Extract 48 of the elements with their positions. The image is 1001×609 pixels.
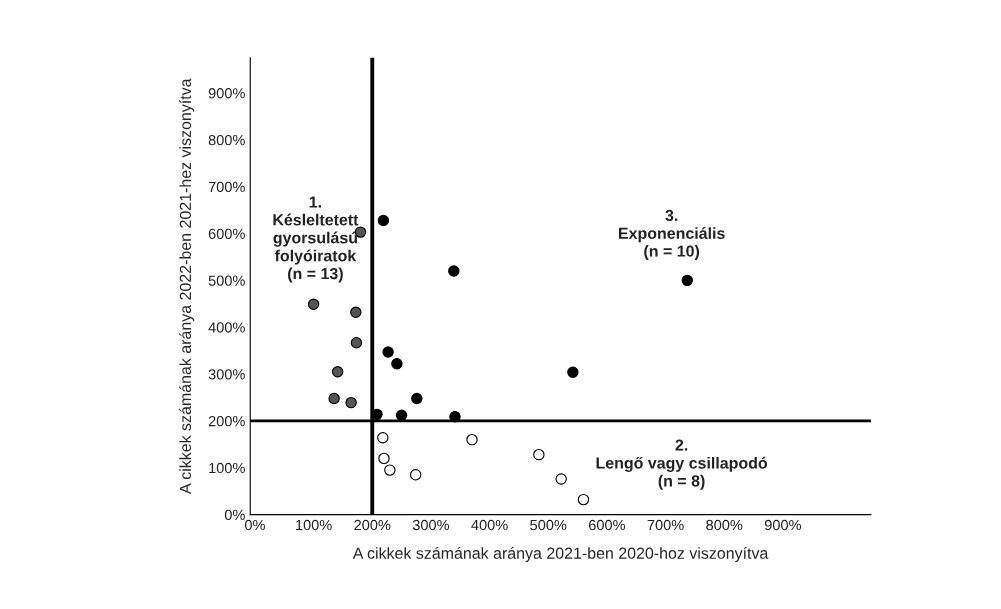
x-tick-label: 400%: [471, 519, 508, 531]
point: [350, 336, 363, 349]
point: [411, 392, 423, 405]
y-tick-label: 200%: [208, 416, 245, 427]
x-tick-label: 900%: [764, 519, 802, 531]
point: [377, 432, 389, 444]
y-tick-label: 900%: [208, 88, 245, 99]
y-tick-label: 500%: [208, 275, 245, 286]
y-tick-label: 300%: [208, 369, 245, 380]
point: [577, 493, 590, 506]
x-tick-label: 0%: [244, 519, 265, 531]
point: [377, 214, 390, 227]
y-tick-label: 700%: [208, 181, 245, 193]
y-tick-label: 100%: [209, 462, 245, 474]
y-tick-label: 600%: [208, 228, 245, 239]
x-axis-title: A cikkek számának aránya 2021-ben 2020-hoz viszonyítva: [352, 546, 769, 563]
y-tick-label: 400%: [208, 322, 245, 333]
point: [350, 306, 362, 318]
annotation: 2. Lengő vagy csillapodó (n = 8): [596, 439, 768, 490]
annotation: 3. Exponenciális (n = 10): [619, 209, 725, 260]
point: [448, 265, 460, 277]
point: [681, 274, 693, 287]
y-axis-title: A cikkek számának aránya 2022-ben 2021-hez viszonyítva: [179, 78, 195, 494]
point: [449, 410, 461, 423]
point: [384, 464, 396, 476]
x-tick-label: 100%: [296, 519, 332, 531]
point: [328, 392, 340, 405]
x-tick-label: 700%: [647, 519, 684, 531]
point: [382, 346, 394, 358]
point: [345, 396, 357, 409]
point: [409, 469, 422, 481]
y-tick-label: 800%: [208, 134, 245, 146]
point: [466, 433, 478, 446]
point: [391, 358, 403, 370]
point: [331, 366, 344, 378]
x-tick-label: 200%: [354, 519, 391, 531]
y-tick-label: 0%: [224, 509, 245, 521]
point: [533, 448, 545, 461]
x-tick-label: 500%: [530, 519, 567, 531]
x-tick-label: 600%: [588, 519, 626, 531]
point: [395, 409, 408, 421]
annotation: 1. Késleltetett gyorsulású folyóiratok (n = 13): [273, 196, 359, 283]
x-tick-label: 800%: [706, 519, 743, 531]
point: [555, 473, 567, 485]
point: [378, 452, 390, 465]
point: [307, 298, 320, 310]
point: [567, 366, 579, 378]
x-tick-label: 300%: [412, 519, 450, 531]
